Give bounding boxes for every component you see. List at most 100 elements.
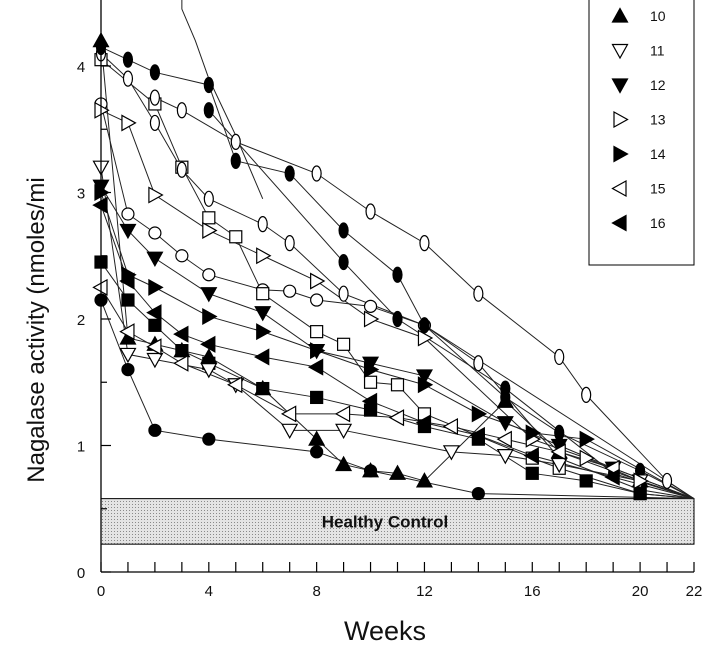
data-point-s15-4 <box>173 325 189 343</box>
data-point-s14-2 <box>119 323 135 341</box>
data-point-s15-11 <box>523 447 539 465</box>
data-point-s3-9 <box>363 375 378 389</box>
y-tick-label-0: 0 <box>77 565 85 582</box>
data-point-s5-6 <box>419 235 430 252</box>
data-point-s2-8 <box>310 293 324 307</box>
data-point-s4-3 <box>149 114 161 132</box>
data-point-s4-4 <box>176 161 187 178</box>
data-point-s14-10 <box>496 430 512 448</box>
data-point-s5-8 <box>554 348 565 366</box>
data-point-s10-4 <box>200 363 218 379</box>
data-point-s10-6 <box>281 423 299 440</box>
legend-marker-10 <box>611 7 629 23</box>
data-point-s5-2 <box>176 102 187 119</box>
healthy-control-label: Healthy Control <box>322 512 449 531</box>
legend-label-13: 13 <box>650 112 666 128</box>
data-point-s14-4 <box>173 354 189 372</box>
data-point-s13-8 <box>417 376 434 394</box>
data-point-s11-3 <box>146 251 164 268</box>
data-point-s4-5 <box>203 190 214 207</box>
data-point-s10-7 <box>335 423 353 440</box>
data-point-s10-8 <box>442 445 460 461</box>
data-point-s7-1 <box>203 102 214 119</box>
data-point-s12-7 <box>363 310 380 328</box>
series-line-7 <box>208 109 695 500</box>
data-point-s9-4 <box>173 341 191 358</box>
data-point-s5-10 <box>661 472 673 490</box>
data-point-s14-8 <box>388 409 405 427</box>
x-tick-label-12: 12 <box>416 583 433 600</box>
data-point-s3-5 <box>229 230 243 244</box>
data-point-s13-7 <box>363 361 380 379</box>
data-point-s15-10 <box>469 426 485 444</box>
legend-label-10: 10 <box>650 8 666 24</box>
data-point-s15-12 <box>604 468 620 486</box>
x-axis-title: Weeks <box>344 616 426 646</box>
data-point-s3-8 <box>336 337 351 351</box>
data-point-s6-6 <box>284 165 295 182</box>
data-point-s14-1 <box>92 278 108 296</box>
data-point-s13-10 <box>525 424 542 442</box>
y-tick-label-2: 2 <box>77 312 85 329</box>
data-point-s1-7 <box>471 486 485 501</box>
data-point-s12-8 <box>417 329 434 347</box>
data-point-s6-5 <box>230 152 241 169</box>
data-point-s2-2 <box>121 207 135 221</box>
data-point-s15-5 <box>200 335 216 353</box>
data-point-s15-3 <box>146 304 162 322</box>
data-point-s11-8 <box>415 369 433 385</box>
legend-label-11: 11 <box>650 43 665 59</box>
data-point-s12-3 <box>148 186 164 204</box>
data-point-s15-1 <box>92 196 108 214</box>
data-point-s15-6 <box>253 348 270 366</box>
data-point-s14-11 <box>550 443 566 461</box>
data-point-s5-7 <box>473 285 484 302</box>
data-point-s14-9 <box>442 418 459 436</box>
data-point-s3-10 <box>390 378 405 392</box>
y-axis-title: Nagalase activity (nmoles/mi <box>23 177 50 482</box>
data-point-s13-9 <box>471 405 488 423</box>
data-point-s13-4 <box>202 307 218 325</box>
data-point-s1-2 <box>121 363 135 377</box>
data-point-s5-1 <box>149 89 161 106</box>
series-line-1 <box>100 299 695 500</box>
healthy-control-band-rect <box>100 498 695 545</box>
data-point-s4-7 <box>284 235 295 252</box>
data-point-s6-8 <box>392 266 403 283</box>
y-tick-label-3: 3 <box>77 186 85 203</box>
data-point-s6-7 <box>338 222 349 239</box>
data-point-s5-3 <box>230 133 241 150</box>
x-tick-label-4: 4 <box>205 583 213 600</box>
data-point-s10-9 <box>496 449 514 465</box>
data-point-s11-9 <box>496 416 514 432</box>
data-point-s12-11 <box>633 472 649 490</box>
data-point-s9-11 <box>415 472 433 488</box>
data-point-s12-5 <box>256 247 272 265</box>
data-point-s10-10 <box>550 457 568 474</box>
legend-label-14: 14 <box>650 146 666 162</box>
data-point-s15-8 <box>361 392 378 410</box>
data-point-s1-3 <box>148 423 162 437</box>
data-point-s5-4 <box>311 165 322 182</box>
data-point-s7-3 <box>392 310 403 328</box>
data-point-s2-7 <box>283 284 297 298</box>
data-point-s2-4 <box>175 249 189 263</box>
data-point-s13-11 <box>579 430 595 448</box>
data-point-s9-6 <box>254 379 272 396</box>
data-point-s6-9 <box>419 317 430 334</box>
data-point-s15-2 <box>119 272 135 290</box>
legend-marker-15 <box>611 179 627 198</box>
data-point-s10-3 <box>146 352 164 369</box>
data-point-s14-7 <box>334 405 351 423</box>
data-point-s14-6 <box>280 405 297 423</box>
data-point-s10-2 <box>119 347 137 364</box>
data-point-s9-5 <box>200 348 218 364</box>
y-tick-label-1: 1 <box>77 439 85 456</box>
data-point-s4-6 <box>257 216 268 233</box>
data-point-s3-4 <box>202 211 216 225</box>
data-point-s9-9 <box>362 462 380 478</box>
data-point-s8-3 <box>148 318 162 332</box>
data-point-s8-2 <box>121 293 135 307</box>
